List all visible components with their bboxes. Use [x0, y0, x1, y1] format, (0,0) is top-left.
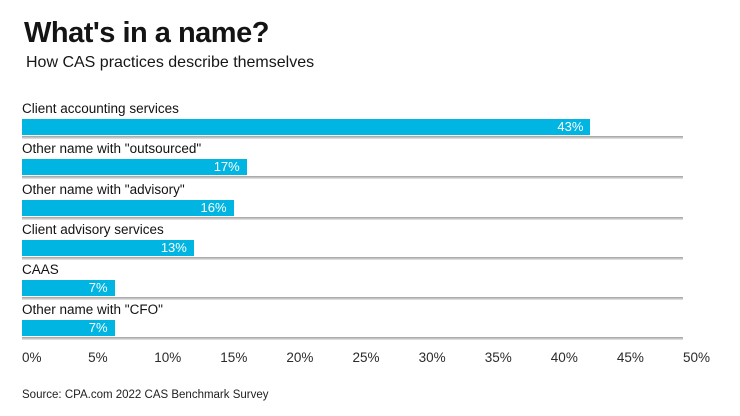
bar: 16%	[22, 199, 234, 216]
row-separator	[22, 216, 683, 220]
bar-track: 13%	[22, 239, 683, 256]
bar: 7%	[22, 320, 115, 337]
bar-row: Other name with "outsourced" 17%	[22, 140, 683, 180]
bar-track: 17%	[22, 159, 683, 176]
bar-category-label: Other name with "advisory"	[22, 181, 185, 197]
x-tick-label: 5%	[88, 350, 108, 365]
x-tick-label: 15%	[220, 350, 248, 365]
row-separator	[22, 297, 683, 301]
bar-row: Client advisory services 13%	[22, 221, 683, 261]
chart-subtitle: How CAS practices describe themselves	[26, 54, 315, 71]
x-tick-label: 30%	[418, 350, 446, 365]
chart-title: What's in a name?	[24, 17, 269, 49]
bar-row: Client accounting services 43%	[22, 100, 683, 140]
bar-category-label: Client advisory services	[22, 221, 164, 237]
bar-rows: Client accounting services 43% Other name …	[22, 100, 683, 342]
row-separator	[22, 136, 683, 139]
bar-value-label: 43%	[557, 119, 584, 134]
bar-track: 43%	[22, 119, 683, 135]
bar-track: 16%	[22, 199, 683, 216]
source-note: Source: CPA.com 2022 CAS Benchmark Surve…	[22, 389, 269, 401]
bar-category-label: Other name with "CFO"	[22, 302, 163, 318]
bar-category-label: Other name with "outsourced"	[22, 141, 202, 157]
row-separator	[22, 256, 683, 260]
bar-category-label: CAAS	[22, 262, 59, 278]
bar: 7%	[22, 280, 115, 297]
x-tick-label: 50%	[683, 350, 711, 365]
x-tick-label: 0%	[22, 350, 42, 365]
row-separator	[22, 337, 683, 341]
bar-track: 7%	[22, 320, 683, 337]
x-tick-label: 10%	[154, 350, 182, 365]
bar-value-label: 7%	[88, 280, 108, 296]
x-axis: 0% 5% 10% 15% 20% 25% 30% 35% 40% 45% 50%	[22, 350, 722, 368]
bar-value-label: 17%	[213, 159, 240, 175]
x-tick-label: 45%	[616, 350, 644, 365]
bar-track: 7%	[22, 280, 683, 297]
x-tick-label: 35%	[484, 350, 512, 365]
row-separator	[22, 176, 683, 180]
bar-value-label: 16%	[200, 199, 227, 215]
bar-row: Other name with "CFO" 7%	[22, 301, 683, 341]
bar: 13%	[22, 239, 194, 256]
bar: 43%	[22, 119, 591, 135]
x-tick-label: 25%	[352, 350, 380, 365]
bar: 17%	[22, 159, 247, 176]
bar-value-label: 13%	[160, 239, 187, 255]
x-tick-label: 20%	[286, 350, 314, 365]
bar-value-label: 7%	[88, 320, 108, 336]
bar-category-label: Client accounting services	[22, 101, 179, 116]
bar-row: CAAS 7%	[22, 261, 683, 301]
x-tick-label: 40%	[550, 350, 578, 365]
bar-row: Other name with "advisory" 16%	[22, 181, 683, 221]
